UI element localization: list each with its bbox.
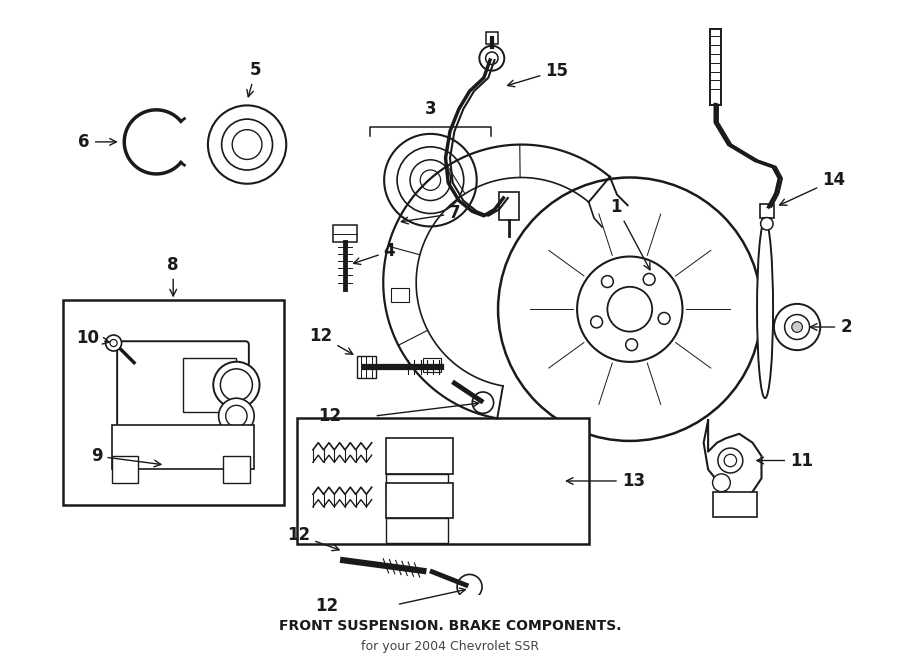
Bar <box>112 425 254 469</box>
Circle shape <box>472 392 493 413</box>
Circle shape <box>220 369 252 401</box>
Circle shape <box>608 287 652 332</box>
Text: 6: 6 <box>78 133 116 151</box>
Bar <box>713 492 757 517</box>
Bar <box>423 358 441 372</box>
Text: 12: 12 <box>310 327 353 354</box>
Circle shape <box>644 274 655 286</box>
Bar <box>392 288 410 302</box>
Bar <box>63 300 284 505</box>
Circle shape <box>658 313 670 325</box>
Polygon shape <box>704 420 761 500</box>
Bar <box>112 456 139 483</box>
Text: for your 2004 Chevrolet SSR: for your 2004 Chevrolet SSR <box>361 640 539 653</box>
Text: 4: 4 <box>354 243 395 264</box>
FancyBboxPatch shape <box>117 341 249 428</box>
Text: 8: 8 <box>167 256 179 296</box>
Bar <box>386 518 448 543</box>
Bar <box>386 483 453 518</box>
Text: 11: 11 <box>757 451 813 469</box>
Circle shape <box>626 339 637 350</box>
Text: 7: 7 <box>401 204 461 224</box>
Circle shape <box>226 405 248 427</box>
Bar <box>499 192 518 220</box>
Circle shape <box>410 160 451 200</box>
Circle shape <box>105 335 122 351</box>
Circle shape <box>221 119 273 170</box>
Circle shape <box>774 304 820 350</box>
Circle shape <box>724 454 736 467</box>
Bar <box>223 456 250 483</box>
Circle shape <box>760 217 773 230</box>
Circle shape <box>498 178 761 441</box>
Circle shape <box>480 46 504 71</box>
Text: 9: 9 <box>91 447 161 467</box>
Circle shape <box>110 340 117 346</box>
Ellipse shape <box>757 220 773 398</box>
Bar <box>710 29 721 104</box>
Circle shape <box>486 52 498 65</box>
Text: FRONT SUSPENSION. BRAKE COMPONENTS.: FRONT SUSPENSION. BRAKE COMPONENTS. <box>279 619 621 633</box>
Bar <box>356 356 376 377</box>
Text: 12: 12 <box>316 598 338 615</box>
Circle shape <box>457 574 482 600</box>
Text: 10: 10 <box>76 329 109 346</box>
Circle shape <box>397 147 464 214</box>
Bar <box>297 418 589 544</box>
Circle shape <box>785 315 810 340</box>
Bar <box>332 225 357 243</box>
Text: 12: 12 <box>319 407 341 425</box>
Text: 15: 15 <box>508 61 568 87</box>
Circle shape <box>601 276 613 288</box>
Text: 5: 5 <box>247 61 262 97</box>
Circle shape <box>384 134 477 227</box>
Text: 1: 1 <box>611 198 650 270</box>
Bar <box>183 358 237 412</box>
Circle shape <box>213 362 259 408</box>
Text: 3: 3 <box>425 100 436 118</box>
Circle shape <box>420 170 441 190</box>
Circle shape <box>577 256 682 362</box>
Circle shape <box>792 322 803 332</box>
Circle shape <box>232 130 262 159</box>
Circle shape <box>219 398 254 434</box>
Circle shape <box>718 448 742 473</box>
Circle shape <box>590 316 602 328</box>
Circle shape <box>713 474 731 492</box>
Bar <box>386 474 448 499</box>
Bar <box>760 204 774 218</box>
Text: 12: 12 <box>287 526 339 551</box>
Circle shape <box>208 105 286 184</box>
Bar <box>386 438 453 474</box>
Text: 13: 13 <box>566 472 645 490</box>
Text: 14: 14 <box>779 171 845 206</box>
Bar <box>486 32 498 44</box>
Text: 2: 2 <box>810 318 852 336</box>
